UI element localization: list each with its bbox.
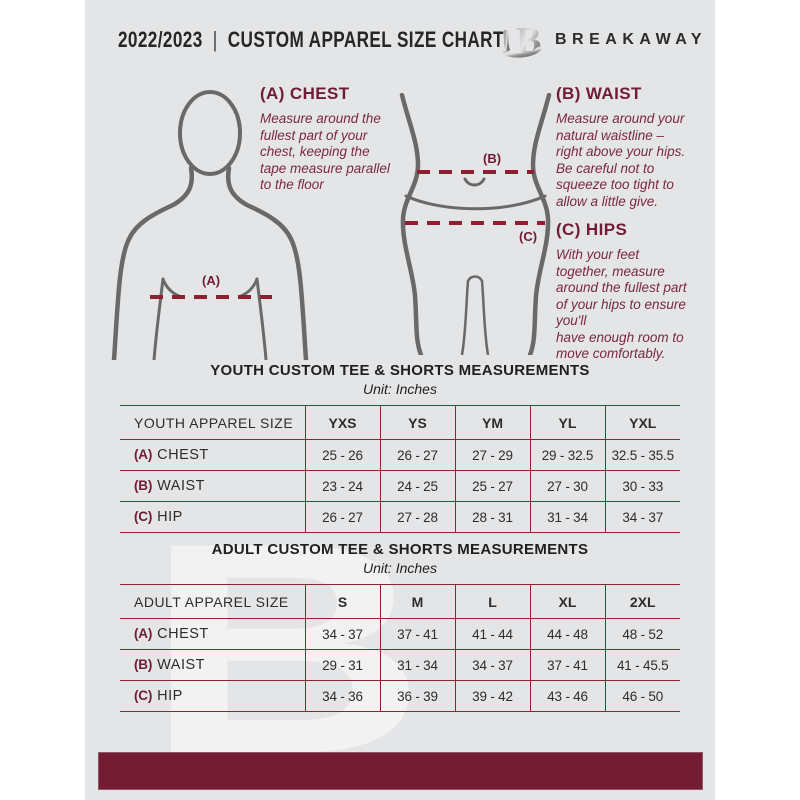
youth-size-table: YOUTH APPAREL SIZE YXS YS YM YL YXL (A) C… [120,405,680,533]
table-header-cell: XL [529,584,605,619]
table-cell: 26 - 27 [304,501,380,533]
table-row: (A) CHEST 25 - 26 26 - 27 27 - 29 29 - 32… [120,439,680,471]
table-cell: 34 - 37 [604,501,680,533]
table-cell: 48 - 52 [604,618,680,650]
table-header-cell: YXL [604,405,680,440]
table-header-cell: YXS [304,405,380,440]
row-label-cell: (C) HIP [120,501,305,533]
table-header-cell: L [454,584,530,619]
waist-instructions: Measure around your natural waistline – … [556,111,686,209]
adult-size-table: ADULT APPAREL SIZE S M L XL 2XL (A) CHEST… [120,584,680,712]
footer-bar [98,752,703,790]
table-header-row: ADULT APPAREL SIZE S M L XL 2XL [120,584,680,619]
breakaway-logo-icon: B [502,18,549,69]
table-cell: 39 - 42 [454,680,530,712]
row-label: WAIST [157,478,206,494]
table-cell: 29 - 32.5 [529,439,605,471]
table-cell: 25 - 27 [454,470,530,502]
table-header-cell: S [304,584,380,619]
table-header-row: YOUTH APPAREL SIZE YXS YS YM YL YXL [120,405,680,440]
row-prefix: (C) [134,688,153,703]
title-separator: | [212,27,218,52]
row-label-cell: (C) HIP [120,680,305,712]
table-header-cell: M [379,584,455,619]
youth-section: YOUTH CUSTOM TEE & SHORTS MEASUREMENTS U… [120,362,680,533]
row-label: CHEST [157,626,209,642]
table-cell: 41 - 45.5 [604,649,680,681]
table-cell: 27 - 28 [379,501,455,533]
row-prefix: (B) [134,657,153,672]
row-prefix: (C) [134,509,153,524]
youth-table-unit: Unit: Inches [363,381,437,397]
adult-section: ADULT CUSTOM TEE & SHORTS MEASUREMENTS U… [120,541,680,712]
table-cell: 31 - 34 [379,649,455,681]
table-cell: 25 - 26 [304,439,380,471]
row-label: HIP [157,509,183,525]
table-header-cell: YL [529,405,605,440]
table-cell: 31 - 34 [529,501,605,533]
row-prefix: (B) [134,478,153,493]
table-cell: 27 - 30 [529,470,605,502]
row-label-cell: (A) CHEST [120,618,305,650]
table-cell: 28 - 31 [454,501,530,533]
chart-page: B 2022/2023 | CUSTOM APPAREL SIZE CHART B … [85,0,715,800]
table-row: (B) WAIST 29 - 31 31 - 34 34 - 37 37 - 41… [120,649,680,681]
row-prefix: (A) [134,626,153,641]
table-cell: 26 - 27 [379,439,455,471]
navel-mark [463,177,486,187]
table-cell: 37 - 41 [379,618,455,650]
table-cell: 44 - 48 [529,618,605,650]
row-prefix: (A) [134,447,153,462]
table-header-cell: YS [379,405,455,440]
row-label: HIP [157,688,183,704]
row-label: CHEST [157,447,209,463]
table-cell: 36 - 39 [379,680,455,712]
table-header-cell: 2XL [604,584,680,619]
table-cell: 32.5 - 35.5 [604,439,680,471]
table-cell: 46 - 50 [604,680,680,712]
title-text: CUSTOM APPAREL SIZE CHART [227,27,504,52]
youth-table-title: YOUTH CUSTOM TEE & SHORTS MEASUREMENTS [210,362,590,379]
table-cell: 43 - 46 [529,680,605,712]
title-year: 2022/2023 [118,27,203,52]
chest-marker-label: (A) [202,273,220,288]
hips-heading: (C) HIPS [556,220,628,239]
table-cell: 34 - 37 [304,618,380,650]
table-cell: 30 - 33 [604,470,680,502]
table-row: (C) HIP 26 - 27 27 - 28 28 - 31 31 - 34 3… [120,501,680,533]
waist-heading: (B) WAIST [556,84,642,103]
brand-name: BREAKAWAY [555,31,708,48]
table-cell: 34 - 36 [304,680,380,712]
table-cell: 23 - 24 [304,470,380,502]
table-cell: 37 - 41 [529,649,605,681]
table-row: (C) HIP 34 - 36 36 - 39 39 - 42 43 - 46 4… [120,680,680,712]
waist-marker-label: (B) [483,151,501,166]
row-label-cell: (B) WAIST [120,649,305,681]
torso-figure-icon: (A) [111,90,309,360]
row-label: WAIST [157,657,206,673]
chest-heading: (A) CHEST [260,84,350,103]
row-label-cell: (A) CHEST [120,439,305,471]
chest-instructions: Measure around the fullest part of your … [260,111,390,192]
table-cell: 27 - 29 [454,439,530,471]
hip-marker-label: (C) [519,229,537,244]
table-cell: 24 - 25 [379,470,455,502]
adult-table-unit: Unit: Inches [363,560,437,576]
table-header-cell: YOUTH APPAREL SIZE [120,405,305,440]
hips-figure-icon: (B) (C) [399,93,552,355]
table-header-cell: YM [454,405,530,440]
page-title: 2022/2023 | CUSTOM APPAREL SIZE CHART [118,27,504,53]
table-header-cell: ADULT APPAREL SIZE [120,584,305,619]
adult-table-title: ADULT CUSTOM TEE & SHORTS MEASUREMENTS [211,541,589,558]
table-row: (B) WAIST 23 - 24 24 - 25 25 - 27 27 - 30… [120,470,680,502]
table-row: (A) CHEST 34 - 37 37 - 41 41 - 44 44 - 48… [120,618,680,650]
row-label-cell: (B) WAIST [120,470,305,502]
table-cell: 29 - 31 [304,649,380,681]
table-cell: 34 - 37 [454,649,530,681]
table-cell: 41 - 44 [454,618,530,650]
hips-instructions: With your feet together, measure around … [556,247,687,361]
